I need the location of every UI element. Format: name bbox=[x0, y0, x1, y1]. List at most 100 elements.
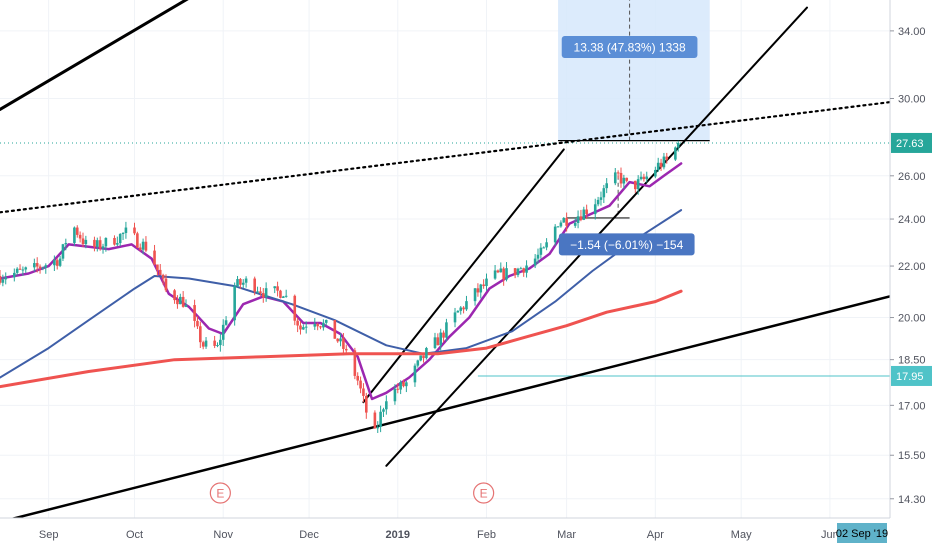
candle-body bbox=[562, 217, 566, 223]
candle-body bbox=[173, 290, 176, 301]
trend-line bbox=[0, 0, 189, 111]
candle-body bbox=[539, 247, 543, 255]
candle-body bbox=[645, 176, 649, 180]
candle-body bbox=[399, 382, 402, 390]
measure-label: 13.38 (47.83%) 1338 bbox=[574, 41, 686, 55]
candle-body bbox=[95, 240, 99, 247]
candle-body bbox=[204, 340, 208, 347]
candle-body bbox=[4, 277, 8, 280]
candle-body bbox=[216, 345, 219, 347]
candle-body bbox=[113, 237, 116, 245]
x-tick-label: Feb bbox=[477, 529, 496, 541]
candle-body bbox=[224, 320, 228, 325]
candle-body bbox=[153, 250, 156, 265]
candle-body bbox=[184, 305, 188, 307]
candle-body bbox=[442, 332, 445, 338]
candle-body bbox=[293, 295, 297, 321]
candle-body bbox=[261, 293, 265, 298]
candle-body bbox=[93, 239, 96, 247]
candle-body bbox=[259, 291, 262, 294]
candle-body bbox=[616, 172, 620, 174]
candle-body bbox=[333, 319, 337, 339]
candle-body bbox=[525, 265, 528, 273]
candle-body bbox=[236, 279, 239, 287]
candle-body bbox=[279, 290, 282, 298]
candle-body bbox=[654, 169, 657, 177]
trend-line bbox=[10, 295, 890, 518]
candle-body bbox=[516, 268, 520, 276]
candle-body bbox=[304, 326, 308, 328]
candle-body bbox=[556, 226, 560, 228]
candle-body bbox=[221, 324, 225, 340]
candle-body bbox=[496, 270, 500, 273]
candle-body bbox=[44, 265, 48, 268]
candle-body bbox=[473, 288, 477, 302]
candle-body bbox=[176, 300, 179, 305]
candle-body bbox=[38, 266, 42, 269]
candle-body bbox=[55, 260, 59, 266]
candle-body bbox=[75, 227, 79, 235]
candle-body bbox=[634, 180, 637, 190]
candle-body bbox=[536, 254, 540, 259]
candle-body bbox=[136, 233, 139, 248]
candle-body bbox=[81, 238, 85, 245]
candle-body bbox=[416, 360, 420, 366]
earnings-marker-label: E bbox=[216, 487, 224, 501]
candle-body bbox=[513, 268, 517, 276]
candle-body bbox=[296, 320, 299, 326]
candle-body bbox=[201, 342, 205, 347]
candle-body bbox=[462, 307, 465, 310]
x-tick-label: Dec bbox=[299, 529, 319, 541]
candle-body bbox=[133, 227, 136, 234]
candle-body bbox=[244, 278, 248, 283]
y-tick-label: 34.00 bbox=[898, 26, 926, 38]
candle-body bbox=[13, 272, 16, 278]
x-tick-label: Sep bbox=[39, 529, 59, 541]
candle-body bbox=[585, 209, 588, 215]
candle-body bbox=[353, 350, 357, 376]
y-tick-label: 20.00 bbox=[898, 313, 926, 325]
price-label: 17.95 bbox=[896, 371, 924, 383]
candle-body bbox=[499, 268, 503, 273]
candle-body bbox=[605, 183, 608, 189]
x-tick-label: May bbox=[731, 529, 752, 541]
candle-body bbox=[579, 216, 583, 220]
earnings-marker-label: E bbox=[480, 487, 488, 501]
candle-body bbox=[264, 288, 268, 298]
candle-body bbox=[322, 322, 325, 328]
candle-body bbox=[625, 177, 629, 181]
candle-body bbox=[101, 246, 105, 249]
candle-body bbox=[241, 282, 245, 285]
candle-body bbox=[674, 147, 677, 160]
candle-body bbox=[256, 291, 259, 293]
candle-body bbox=[342, 338, 345, 349]
candle-body bbox=[545, 242, 548, 248]
candle-body bbox=[181, 296, 185, 307]
candle-body bbox=[373, 412, 377, 429]
measure-label: −1.54 (−6.01%) −154 bbox=[570, 238, 683, 252]
candle-body bbox=[619, 172, 623, 184]
candle-body bbox=[0, 275, 2, 283]
candle-body bbox=[393, 388, 397, 402]
candle-body bbox=[359, 380, 362, 389]
candle-body bbox=[18, 268, 22, 270]
measure-label-box bbox=[561, 36, 698, 59]
price-label-box bbox=[891, 132, 932, 153]
candle-body bbox=[445, 322, 448, 338]
earnings-marker bbox=[473, 482, 495, 504]
crosshair-date-label: 02 Sep '19 bbox=[836, 528, 888, 540]
candle-body bbox=[313, 324, 317, 327]
candle-body bbox=[161, 274, 165, 279]
x-tick-label: 2019 bbox=[386, 529, 410, 541]
candle-body bbox=[104, 237, 108, 247]
y-tick-label: 26.00 bbox=[898, 171, 926, 183]
candle-body bbox=[659, 162, 663, 168]
candle-body bbox=[533, 258, 537, 266]
price-label-box bbox=[891, 365, 932, 386]
candle-body bbox=[482, 284, 485, 287]
candle-body bbox=[502, 268, 505, 280]
candle-body bbox=[433, 337, 437, 349]
candle-body bbox=[476, 288, 480, 293]
candle-body bbox=[164, 278, 168, 291]
candle-body bbox=[276, 286, 279, 291]
